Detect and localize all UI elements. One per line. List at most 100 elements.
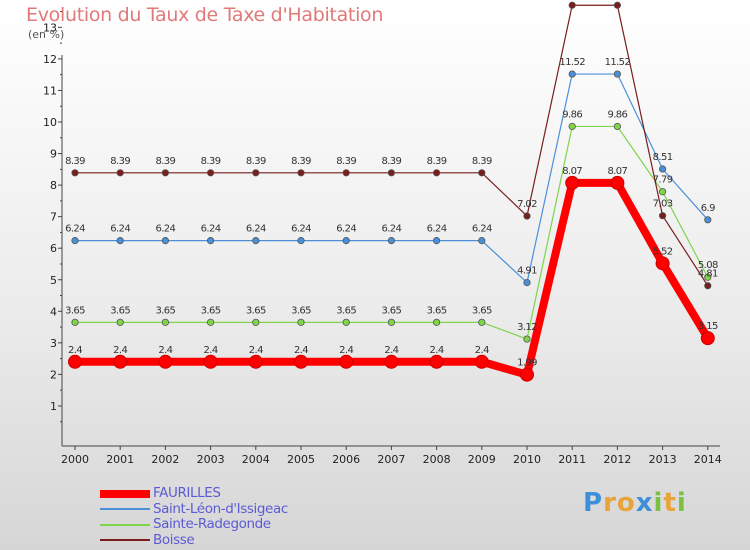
data-label: 8.39: [291, 156, 311, 167]
x-tick-label: 2009: [468, 453, 496, 466]
data-point: [387, 169, 395, 177]
legend-item: Boisse: [100, 531, 288, 549]
data-point: [478, 237, 486, 245]
data-label: 9.86: [562, 109, 582, 120]
x-tick-label: 2010: [513, 453, 541, 466]
data-point: [161, 318, 169, 326]
data-point: [297, 318, 305, 326]
data-label: 5.52: [653, 246, 673, 257]
data-label: 2.4: [339, 345, 353, 356]
data-labels: 2.4 2.4 2.4 2.4 2.4 2.4 2.4 2.4 2.4 2.4 1.99 8.07 8.…: [65, 57, 719, 369]
data-label: 4.91: [517, 266, 537, 277]
proxiti-logo: Proxiti: [583, 488, 687, 518]
data-label: 2.4: [249, 345, 263, 356]
series-sainte-radegonde: [71, 122, 712, 343]
data-label: 2.4: [294, 345, 308, 356]
data-point: [161, 237, 169, 245]
data-point: [203, 354, 218, 369]
data-point: [71, 237, 79, 245]
data-label: 6.24: [336, 224, 356, 235]
data-point: [700, 331, 715, 346]
y-tick-label: 13: [43, 21, 57, 34]
data-label: 1.99: [517, 358, 537, 369]
data-label: 3.12: [517, 322, 537, 333]
logo-letter: t: [663, 488, 677, 518]
x-tick-label: 2005: [287, 453, 315, 466]
data-label: 3.65: [201, 305, 221, 316]
x-tick-label: 2013: [649, 453, 677, 466]
data-label: 8.39: [427, 156, 447, 167]
axes: 1234567891011121314200020012002200320042…: [43, 0, 722, 466]
y-tick-label: 2: [50, 368, 57, 381]
data-label: 8.39: [381, 156, 401, 167]
data-label: 8.39: [246, 156, 266, 167]
data-label: 5.08: [698, 260, 718, 271]
logo-letter: i: [676, 488, 687, 518]
data-label: 3.65: [291, 305, 311, 316]
data-point: [387, 318, 395, 326]
data-label: 2.4: [204, 345, 218, 356]
data-label: 4.81: [698, 269, 718, 280]
data-label: 3.65: [336, 305, 356, 316]
data-point: [565, 175, 580, 190]
data-point: [116, 169, 124, 177]
y-tick-label: 10: [43, 116, 57, 129]
x-tick-label: 2012: [603, 453, 631, 466]
y-tick-label: 5: [50, 274, 57, 287]
data-label: 9.86: [607, 109, 627, 120]
legend-item: Saint-Léon-d'Issigeac: [100, 501, 288, 518]
x-tick-label: 2007: [377, 453, 405, 466]
data-label: 8.39: [336, 156, 356, 167]
x-tick-label: 2002: [151, 453, 179, 466]
data-label: 8.51: [653, 152, 673, 163]
x-tick-label: 2008: [423, 453, 451, 466]
data-point: [523, 212, 531, 220]
y-tick-label: 1: [50, 400, 57, 413]
data-point: [478, 169, 486, 177]
data-point: [339, 354, 354, 369]
logo-letter: i: [653, 488, 664, 518]
data-point: [568, 122, 576, 131]
data-point: [432, 169, 441, 177]
data-label: 3.65: [246, 305, 266, 316]
legend: FAURILLES Saint-Léon-d'Issigeac Sainte-Rad…: [100, 486, 288, 548]
data-point: [429, 354, 444, 369]
legend-swatch: [100, 489, 150, 498]
data-point: [432, 237, 441, 245]
data-label: 3.65: [110, 305, 130, 316]
data-point: [342, 318, 350, 326]
data-point: [158, 354, 173, 369]
x-tick-label: 2006: [332, 453, 360, 466]
data-point: [116, 318, 124, 326]
series-boisse: [71, 1, 712, 290]
data-point: [68, 354, 82, 369]
legend-item: FAURILLES: [100, 486, 288, 502]
x-tick-label: 2011: [558, 453, 586, 466]
data-point: [207, 237, 215, 245]
logo-letter: o: [616, 488, 636, 518]
data-point: [704, 282, 712, 290]
data-label: 7.79: [653, 175, 673, 186]
chart-title: Evolution du Taux de Taxe d'Habitation: [26, 4, 384, 26]
y-tick-label: 9: [50, 148, 57, 161]
data-point: [113, 354, 128, 369]
data-label: 7.02: [517, 199, 537, 210]
data-point: [161, 169, 169, 177]
data-point: [478, 318, 486, 326]
data-point: [613, 1, 622, 9]
logo-letter: x: [635, 488, 654, 518]
data-label: 2.4: [475, 345, 489, 356]
data-label: 6.24: [65, 224, 85, 235]
data-label: 3.65: [155, 305, 175, 316]
data-point: [207, 318, 215, 326]
data-label: 11.52: [605, 57, 631, 68]
data-point: [342, 169, 350, 177]
legend-label: FAURILLES: [153, 485, 221, 502]
data-label: 6.9: [701, 203, 715, 214]
data-point: [613, 70, 622, 78]
legend-label: Boisse: [153, 531, 195, 548]
y-tick-label: 14: [43, 0, 57, 3]
data-point: [384, 354, 399, 369]
series-layer: [68, 1, 715, 382]
data-point: [658, 212, 667, 220]
